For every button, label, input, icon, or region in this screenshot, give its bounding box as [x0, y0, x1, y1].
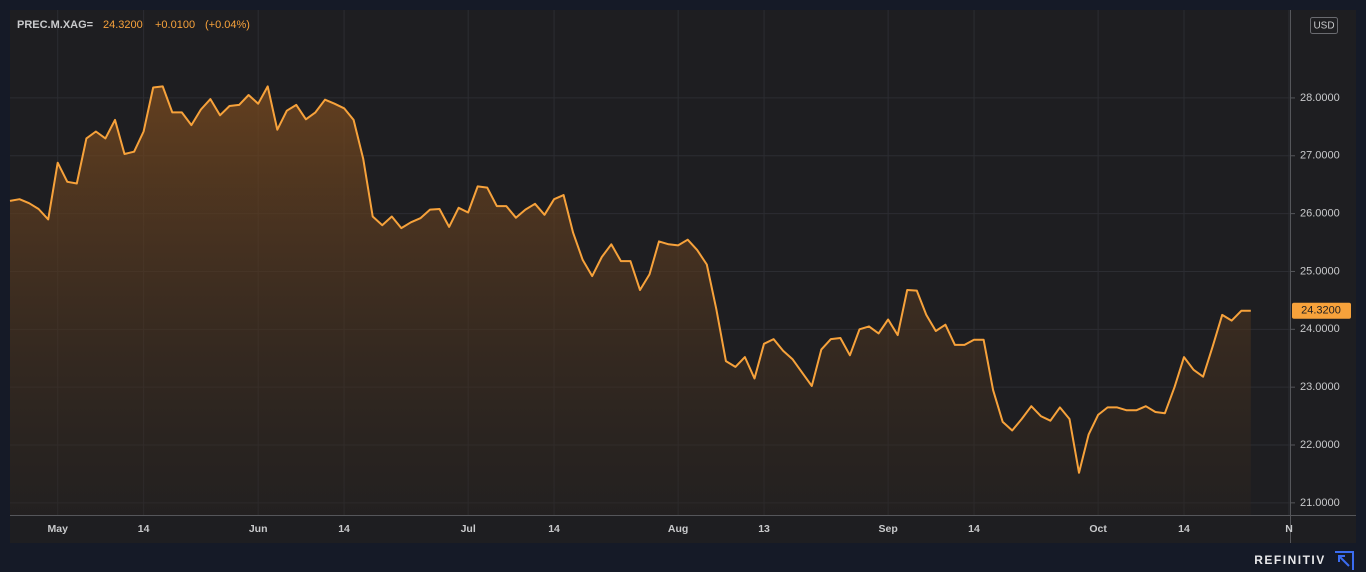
currency: USD [1313, 21, 1334, 32]
change: +0.0100 [155, 19, 195, 31]
y-tick-label: 27.0000 [1300, 150, 1340, 162]
x-tick-label: Jun [249, 523, 268, 535]
y-tick-label: 24.0000 [1300, 323, 1340, 335]
x-tick-label: 14 [138, 523, 150, 535]
x-tick-label: 14 [338, 523, 350, 535]
x-tick-label: May [48, 523, 69, 535]
x-tick-label: 14 [1178, 523, 1190, 535]
y-tick-label: 25.0000 [1300, 265, 1340, 277]
last-price-tag-label: 24.3200 [1301, 305, 1341, 317]
price-line [9, 85, 1251, 474]
x-tick-label: 14 [548, 523, 560, 535]
x-tick-label: 13 [758, 523, 770, 535]
y-tick-label: 23.0000 [1300, 381, 1340, 393]
y-tick-label: 26.0000 [1300, 208, 1340, 220]
change-pct: (+0.04%) [205, 19, 250, 31]
area [10, 86, 1251, 516]
symbol: PREC.M.XAG= [17, 19, 93, 31]
brand-icon [1335, 551, 1354, 570]
x-tick-label: Sep [878, 523, 897, 535]
x-tick-label: Jul [461, 523, 476, 535]
x-tick-label: N [1285, 523, 1293, 535]
last-price: 24.3200 [103, 19, 143, 31]
x-tick-label: Oct [1089, 523, 1107, 535]
brand: REFINITIV [1254, 553, 1326, 567]
x-tick-label: 14 [968, 523, 980, 535]
y-tick-label: 28.0000 [1300, 92, 1340, 104]
y-tick-label: 21.0000 [1300, 497, 1340, 509]
currency-box [1310, 17, 1338, 34]
y-tick-label: 22.0000 [1300, 439, 1340, 451]
x-tick-label: Aug [668, 523, 688, 535]
last-price-tag [1292, 302, 1351, 319]
